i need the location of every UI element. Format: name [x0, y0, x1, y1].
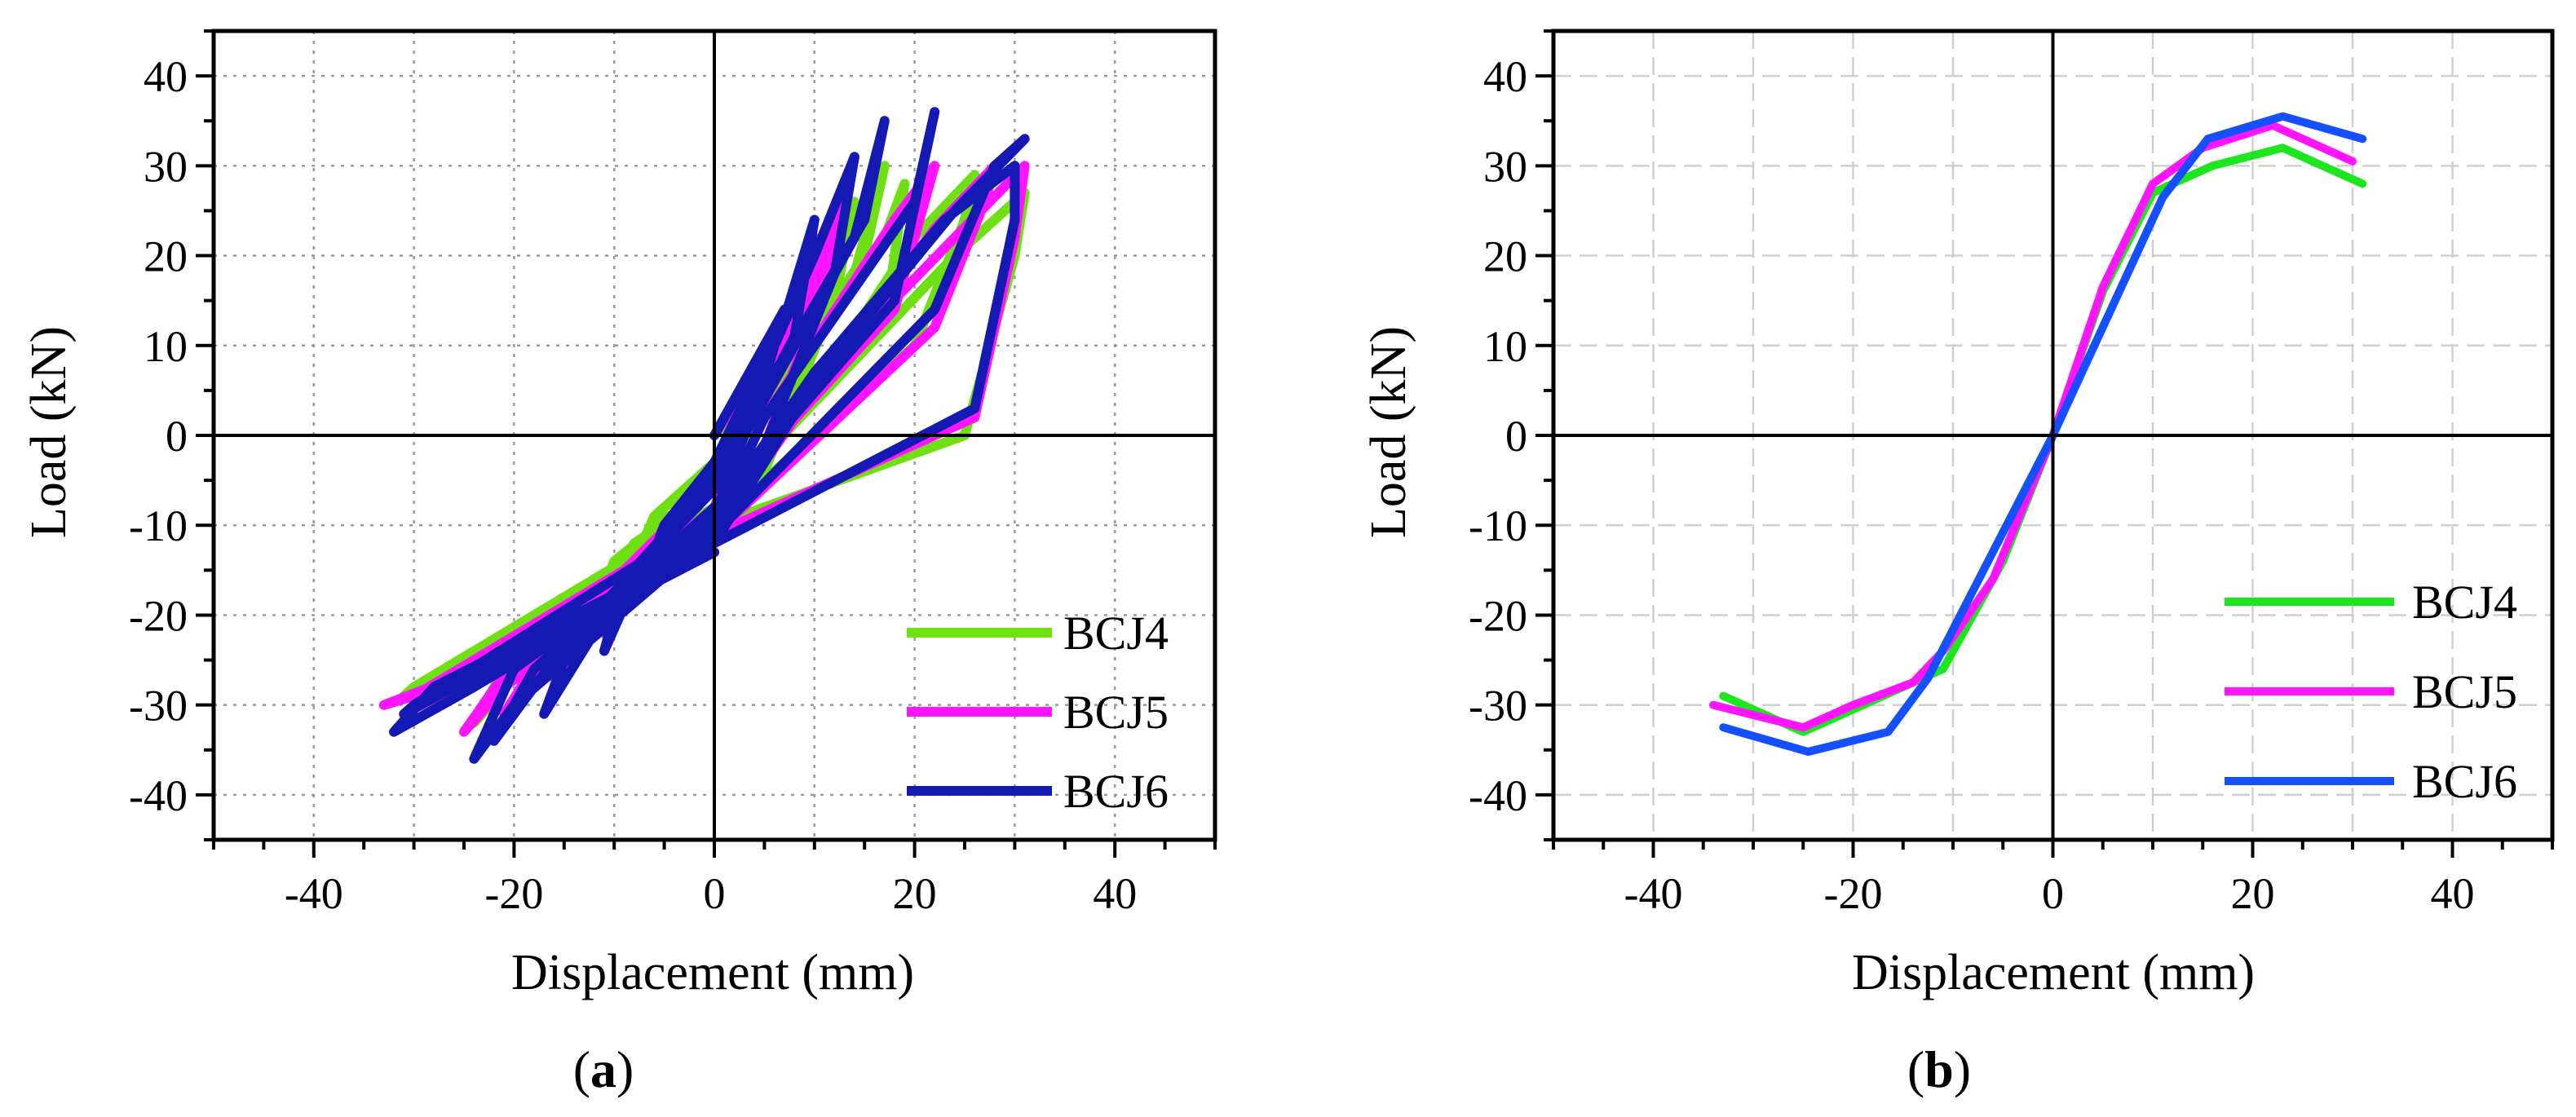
panel-a-series: [378, 107, 1030, 764]
panel-b-y-tick-label: 10: [1483, 322, 1527, 371]
panel-b-series-bcj5: [1709, 121, 2357, 732]
panel-b-y-tick-label: 0: [1505, 412, 1527, 461]
panel-a-x-axis-title: Displacement (mm): [511, 945, 914, 1000]
panel-b-legend-label: BCJ5: [2412, 665, 2517, 718]
panel-a-y-tick-label: 0: [166, 412, 188, 461]
panel-b-series-bcj4: [1719, 143, 2367, 736]
panel-b-y-axis-title: Load (kN): [1361, 326, 1416, 538]
panel-a-x-tick-label: -20: [484, 869, 543, 918]
panel-a-legend: BCJ4 BCJ5 BCJ6: [907, 607, 1169, 818]
panel-a-x-tick-label: -40: [285, 869, 343, 918]
panel-b-y-tick-label: 40: [1483, 52, 1527, 101]
panel-b-y-tick-label: 20: [1483, 232, 1527, 281]
panel-b-x-tick-label: -20: [1824, 869, 1883, 918]
panel-a-y-tick-label: 20: [144, 232, 188, 281]
panel-b-x-tick-label: -40: [1624, 869, 1683, 918]
panel-a-x-tick-label: 0: [704, 869, 726, 918]
panel-b-x-tick-label: 20: [2231, 869, 2275, 918]
panel-a-legend-label: BCJ6: [1063, 765, 1169, 818]
panel-a-ticks: -40 -20 0 20 40 40 30 20 10 0 -10 -20 -30 -40: [129, 29, 1217, 918]
panel-a-series-bcj6: [389, 107, 1030, 764]
panel-a-y-tick-label: 30: [144, 142, 188, 191]
panel-b-legend-label: BCJ6: [2412, 755, 2517, 808]
panel-b-caption: (b): [1907, 1040, 1971, 1098]
panel-a-y-tick-label: -10: [129, 501, 188, 550]
panel-b-x-tick-label: 40: [2431, 869, 2475, 918]
panel-a-legend-label: BCJ5: [1063, 686, 1169, 739]
panel-a-y-tick-label: 40: [144, 52, 188, 101]
panel-a-y-tick-label: -20: [129, 591, 188, 640]
panel-b-y-tick-label: -40: [1469, 771, 1527, 820]
panel-b-y-tick-label: -30: [1469, 682, 1527, 731]
panel-a-y-tick-label: 10: [144, 322, 188, 371]
panel-a-y-axis-title: Load (kN): [21, 326, 77, 538]
panel-b-zero-axes: [1553, 31, 2552, 840]
panel-a-y-tick-label: -30: [129, 682, 188, 731]
panel-a-y-tick-label: -40: [129, 771, 188, 820]
panel-a-x-tick-label: 20: [893, 869, 937, 918]
panel-b-x-axis-title: Displacement (mm): [1852, 945, 2255, 1000]
panel-a-legend-label: BCJ4: [1063, 607, 1169, 660]
panel-b-legend: BCJ4 BCJ5 BCJ6: [2225, 576, 2517, 808]
panel-a-caption: (a): [573, 1040, 634, 1098]
panel-b-ticks: -40 -20 0 20 40 40 30 20 10 0 -10 -20 -30 -40: [1469, 29, 2554, 918]
panel-b-legend-label: BCJ4: [2412, 576, 2517, 629]
panel-b-y-tick-label: -20: [1469, 591, 1527, 640]
panel-b-y-tick-label: 30: [1483, 142, 1527, 191]
panel-a-x-tick-label: 40: [1093, 869, 1137, 918]
panel-b-y-tick-label: -10: [1469, 501, 1527, 550]
panel-a-zero-axes: [214, 31, 1215, 840]
panel-b-x-tick-label: 0: [2042, 869, 2064, 918]
